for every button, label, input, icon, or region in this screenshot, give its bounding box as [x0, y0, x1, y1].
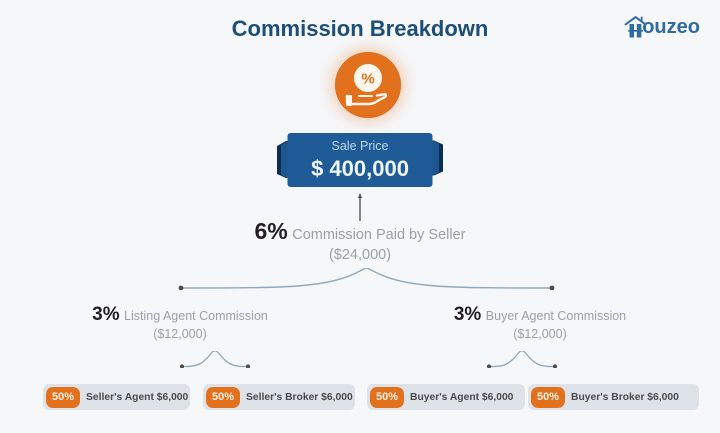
svg-text:%: % — [361, 71, 374, 88]
